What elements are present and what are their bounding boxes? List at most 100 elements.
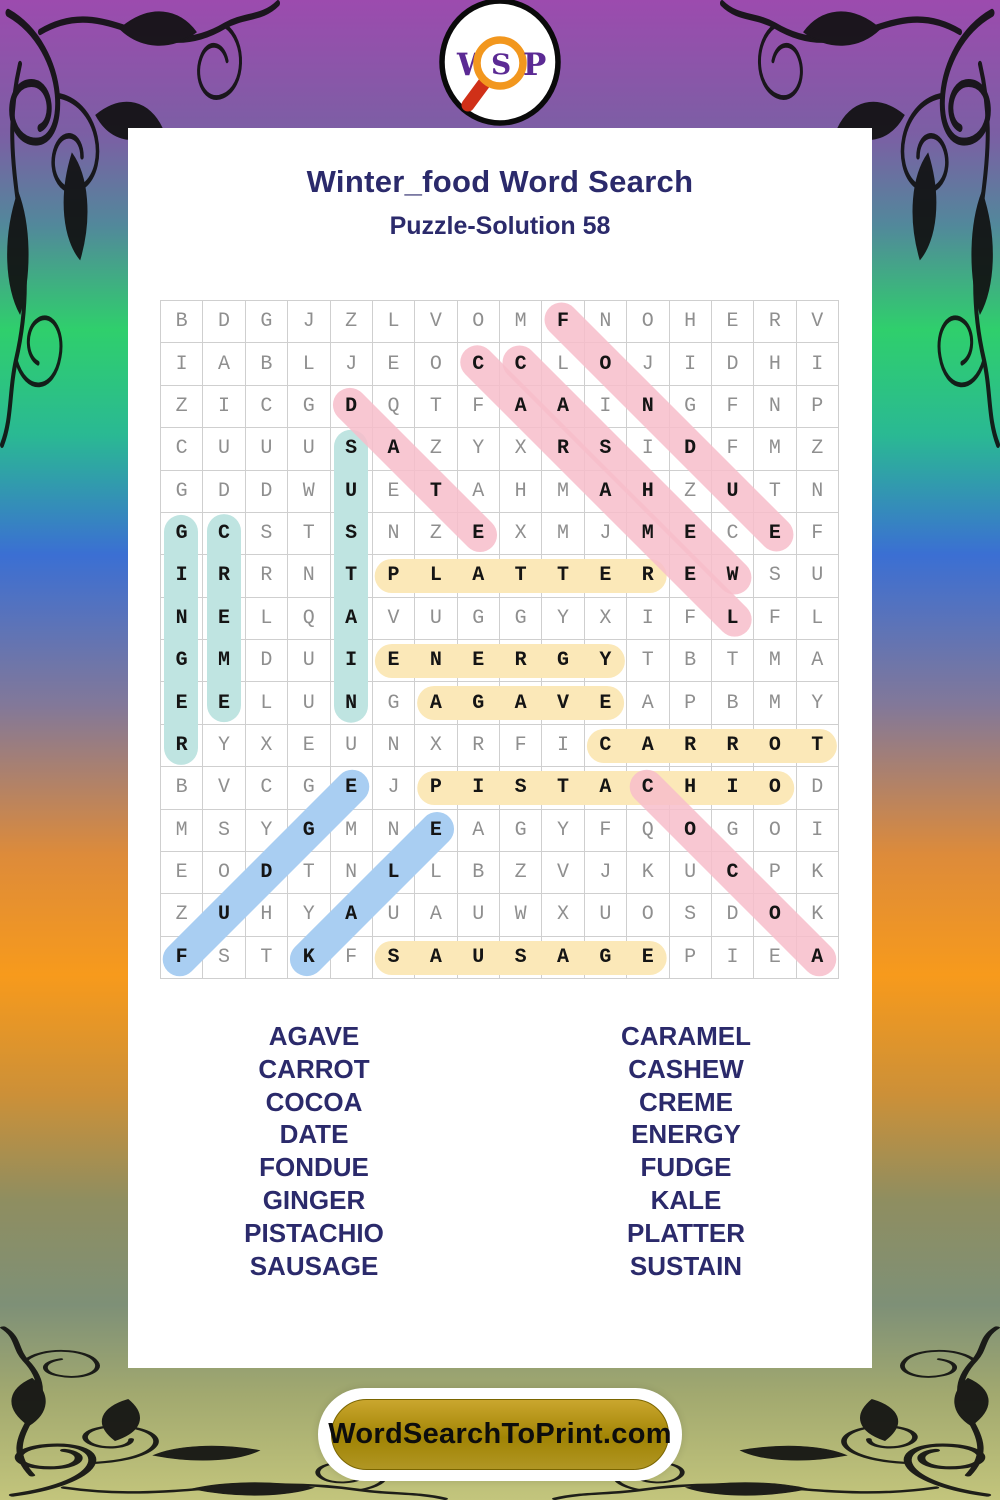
grid-cell: D [245, 640, 289, 683]
grid-cell: A [796, 936, 839, 979]
word-list-item: SAUSAGE [249, 1250, 379, 1281]
grid-cell: U [330, 724, 373, 768]
grid-cell: G [500, 809, 543, 852]
grid-cell: P [669, 936, 712, 979]
grid-cell: Y [542, 809, 585, 852]
page-subtitle: Puzzle-Solution 58 [389, 212, 611, 240]
magnifier-handle-icon [461, 75, 492, 112]
grid-cell: N [796, 470, 839, 513]
grid-cell: O [754, 767, 797, 810]
grid-cell: H [500, 470, 543, 513]
grid-cell: N [372, 724, 416, 768]
grid-cell: R [161, 724, 204, 768]
grid-cell: B [669, 640, 712, 683]
grid-cell: M [754, 682, 797, 725]
grid-cell: E [711, 301, 755, 344]
grid-cell: I [542, 724, 585, 768]
grid-cell: U [796, 555, 839, 598]
grid-cell: Y [542, 597, 585, 640]
site-link-text[interactable]: WordSearchToPrint.com [328, 1418, 672, 1450]
grid-cell: B [245, 343, 289, 386]
grid-cell: A [457, 809, 500, 852]
grid-cell: E [754, 512, 797, 556]
grid-cell: Z [500, 851, 543, 895]
wsp-logo: W S P [439, 0, 561, 126]
grid-cell: D [711, 343, 755, 386]
grid-cell: E [627, 936, 670, 979]
grid-cell: T [711, 640, 755, 683]
grid-cell: U [288, 682, 331, 725]
grid-cell: X [245, 724, 289, 768]
grid-cell: C [245, 385, 289, 429]
grid-cell: J [584, 851, 628, 895]
highlight-pistachio [416, 771, 795, 806]
word-list-item: CARAMEL [621, 1021, 751, 1051]
grid-cell: J [330, 343, 373, 386]
grid-cell: S [669, 894, 712, 937]
grid-cell: E [584, 682, 628, 725]
grid-cell: R [245, 555, 289, 598]
site-banner-gold-pill[interactable]: WordSearchToPrint.com [328, 1399, 672, 1470]
site-banner[interactable]: WordSearchToPrint.com [318, 1388, 682, 1481]
grid-cell: G [500, 597, 543, 640]
grid-cell: O [627, 894, 670, 937]
grid-cell: I [203, 385, 246, 429]
grid-cell: O [754, 809, 797, 852]
grid-cell: W [500, 894, 543, 937]
grid-cell: U [288, 640, 331, 683]
grid-cell: A [796, 640, 839, 683]
word-list-left: AGAVE CARROT COCOA DATE FONDUE GINGER PISTACHI… [128, 1020, 500, 1282]
grid-cell: E [457, 512, 500, 556]
grid-cell: O [627, 301, 670, 344]
grid-cell: G [161, 470, 204, 513]
logo-letter-p: P [523, 47, 546, 83]
grid-cell: X [584, 597, 628, 640]
grid-cell: V [372, 597, 416, 640]
grid-cell: N [754, 385, 797, 429]
word-list-item: CARROT [258, 1053, 370, 1084]
grid-cell: M [330, 809, 373, 852]
grid-cell: H [245, 894, 289, 937]
grid-cell: M [754, 428, 797, 471]
grid-cell: Y [203, 724, 246, 768]
grid-cell: Z [161, 385, 204, 429]
grid-cell: M [754, 640, 797, 683]
grid-cell: X [542, 894, 585, 937]
grid-cell: L [796, 597, 839, 640]
grid-cell: T [245, 936, 289, 979]
grid-cell: L [372, 301, 416, 344]
grid-cell: U [203, 428, 246, 471]
grid-cell: I [627, 597, 670, 640]
grid-cell: D [245, 470, 289, 513]
highlight-agave [416, 686, 625, 721]
grid-cell: Y [796, 682, 839, 725]
grid-cell: H [669, 301, 712, 344]
grid-cell: E [288, 724, 331, 768]
word-list-item: FONDUE [259, 1152, 369, 1183]
grid-cell: I [161, 343, 204, 386]
grid-cell: C [245, 767, 289, 810]
grid-cell: T [288, 851, 331, 895]
word-list-item: DATE [279, 1119, 349, 1150]
grid-cell: Q [288, 597, 331, 640]
grid-cell: R [754, 301, 797, 344]
word-list-right: CARAMEL CASHEW CREME ENERGY FUDGE KALE PLATTER… [500, 1020, 872, 1282]
grid-cell: P [796, 385, 839, 429]
grid-cell: Y [457, 428, 500, 471]
grid-cell: J [372, 767, 416, 810]
grid-cell: A [415, 894, 458, 937]
grid-cell: D [796, 767, 839, 810]
grid-cell: Y [584, 640, 628, 683]
grid-cell: L [711, 597, 755, 640]
word-list-item: PLATTER [627, 1217, 745, 1248]
grid-cell: N [288, 555, 331, 598]
grid-cell: G [288, 385, 331, 429]
highlight-platter [374, 558, 668, 593]
highlight-ginger [164, 514, 199, 765]
word-list-item: ENERGY [631, 1119, 741, 1150]
grid-cell: E [372, 343, 416, 386]
grid-cell: T [796, 724, 839, 768]
grid-cell: D [203, 470, 246, 513]
